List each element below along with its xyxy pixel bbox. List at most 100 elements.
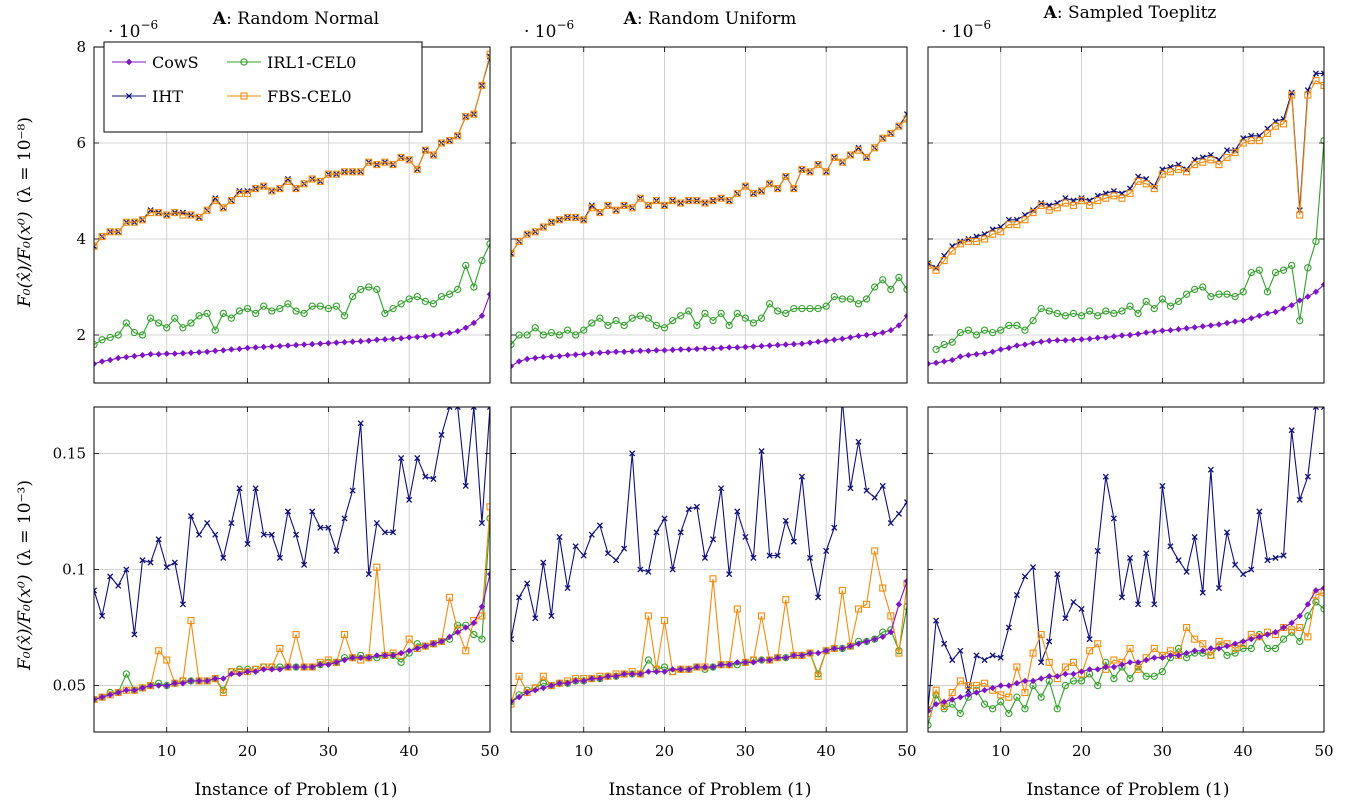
data-point-irl1-cel0 bbox=[956, 709, 964, 718]
ticks: 10 20 30 40 50 bbox=[928, 407, 1334, 760]
data-point-fbs-cel0 bbox=[155, 647, 163, 655]
data-point-iht bbox=[1183, 568, 1190, 575]
data-point-cows bbox=[831, 336, 838, 343]
data-point-fbs-cel0 bbox=[1207, 651, 1215, 659]
data-point-fbs-cel0 bbox=[308, 175, 316, 183]
data-point-irl1-cel0 bbox=[332, 302, 341, 310]
series-line-fbs-cel0 bbox=[511, 550, 907, 705]
x-tick-label: 20 bbox=[655, 742, 674, 760]
data-point-iht bbox=[1013, 591, 1020, 599]
data-point-cows bbox=[1062, 337, 1069, 344]
data-point-cows bbox=[1304, 293, 1312, 300]
data-point-cows bbox=[774, 654, 781, 661]
data-point-cows bbox=[645, 668, 652, 675]
data-point-iht bbox=[1296, 496, 1303, 503]
series-iht bbox=[928, 407, 1324, 712]
data-point-irl1-cel0 bbox=[397, 658, 405, 667]
data-point-cows bbox=[1256, 312, 1263, 319]
data-point-cows bbox=[629, 670, 636, 678]
x-tick-label: 40 bbox=[817, 742, 836, 760]
data-point-cows bbox=[1126, 659, 1134, 666]
data-point-iht bbox=[548, 612, 555, 619]
series-irl1-cel0 bbox=[94, 514, 490, 704]
panel-top-random-uniform bbox=[510, 46, 908, 384]
legend-marker-irl1-cel0 bbox=[240, 58, 248, 66]
column-title-random-uniform: A: Random Uniform bbox=[623, 9, 797, 29]
data-point-fbs-cel0 bbox=[523, 230, 531, 238]
data-point-cows bbox=[822, 647, 830, 654]
data-point-irl1-cel0 bbox=[1247, 268, 1255, 277]
data-point-fbs-cel0 bbox=[219, 688, 227, 697]
data-point-fbs-cel0 bbox=[572, 213, 580, 221]
data-point-iht bbox=[949, 656, 956, 664]
data-point-irl1-cel0 bbox=[956, 328, 964, 337]
legend-marker-cows bbox=[125, 58, 133, 66]
data-point-cows bbox=[895, 601, 903, 608]
data-point-cows bbox=[478, 603, 486, 610]
data-point-iht bbox=[252, 485, 259, 492]
data-point-fbs-cel0 bbox=[964, 682, 972, 690]
data-point-iht bbox=[1046, 638, 1053, 645]
data-point-irl1-cel0 bbox=[1296, 316, 1304, 325]
data-point-iht bbox=[621, 545, 628, 552]
data-point-fbs-cel0 bbox=[1118, 194, 1126, 202]
data-point-cows bbox=[661, 668, 668, 675]
data-point-cows bbox=[556, 352, 563, 360]
data-point-cows bbox=[397, 335, 405, 342]
data-point-cows bbox=[139, 351, 146, 359]
data-point-cows bbox=[357, 338, 364, 345]
data-point-fbs-cel0 bbox=[806, 168, 814, 176]
data-point-irl1-cel0 bbox=[685, 307, 693, 315]
data-point-iht bbox=[734, 508, 741, 515]
plot-frame bbox=[927, 46, 1325, 384]
data-point-iht bbox=[855, 438, 862, 445]
data-point-iht bbox=[1118, 594, 1126, 601]
data-point-cows bbox=[1046, 337, 1053, 344]
data-point-irl1-cel0 bbox=[437, 292, 446, 301]
data-point-cows bbox=[171, 350, 179, 357]
data-point-fbs-cel0 bbox=[972, 237, 981, 245]
data-point-iht bbox=[1232, 561, 1239, 568]
data-point-iht bbox=[1159, 482, 1166, 489]
data-point-iht bbox=[1021, 573, 1029, 580]
data-point-irl1-cel0 bbox=[1134, 309, 1142, 318]
data-point-fbs-cel0 bbox=[1150, 644, 1158, 652]
data-point-fbs-cel0 bbox=[446, 593, 454, 601]
data-point-fbs-cel0 bbox=[1166, 168, 1174, 176]
data-point-cows bbox=[292, 663, 300, 671]
data-point-irl1-cel0 bbox=[1085, 307, 1094, 315]
legend-label-fbs-cel0: FBS-CEL0 bbox=[267, 87, 352, 106]
data-point-cows bbox=[734, 659, 741, 666]
data-point-cows bbox=[98, 358, 106, 365]
column-titles: A: Random Normal A: Random Uniform A: Sa… bbox=[212, 3, 1217, 29]
data-point-irl1-cel0 bbox=[1174, 297, 1183, 306]
data-point-fbs-cel0 bbox=[1110, 656, 1118, 664]
legend-box bbox=[103, 41, 423, 133]
data-point-irl1-cel0 bbox=[693, 321, 701, 330]
data-point-iht bbox=[357, 420, 364, 427]
data-point-iht bbox=[653, 529, 660, 536]
data-point-irl1-cel0 bbox=[1182, 290, 1191, 298]
data-point-iht bbox=[236, 485, 243, 492]
data-point-fbs-cel0 bbox=[928, 261, 932, 269]
data-point-iht bbox=[637, 566, 644, 573]
data-point-cows bbox=[155, 682, 162, 689]
data-point-cows bbox=[677, 666, 684, 673]
x-tick-label: 30 bbox=[736, 742, 755, 760]
data-point-fbs-cel0 bbox=[997, 228, 1005, 236]
data-point-cows bbox=[228, 346, 235, 353]
data-point-fbs-cel0 bbox=[948, 688, 956, 697]
data-point-fbs-cel0 bbox=[531, 228, 539, 236]
data-point-irl1-cel0 bbox=[195, 312, 203, 320]
data-point-irl1-cel0 bbox=[300, 309, 308, 318]
data-point-iht bbox=[989, 652, 996, 659]
data-point-iht bbox=[131, 631, 138, 638]
data-point-cows bbox=[357, 654, 364, 661]
data-point-irl1-cel0 bbox=[122, 670, 130, 678]
data-point-irl1-cel0 bbox=[405, 295, 413, 303]
data-point-iht bbox=[588, 531, 595, 538]
data-point-irl1-cel0 bbox=[725, 321, 733, 330]
x-tick-label: 30 bbox=[319, 742, 338, 760]
data-point-cows bbox=[903, 577, 907, 585]
data-point-fbs-cel0 bbox=[195, 213, 203, 221]
